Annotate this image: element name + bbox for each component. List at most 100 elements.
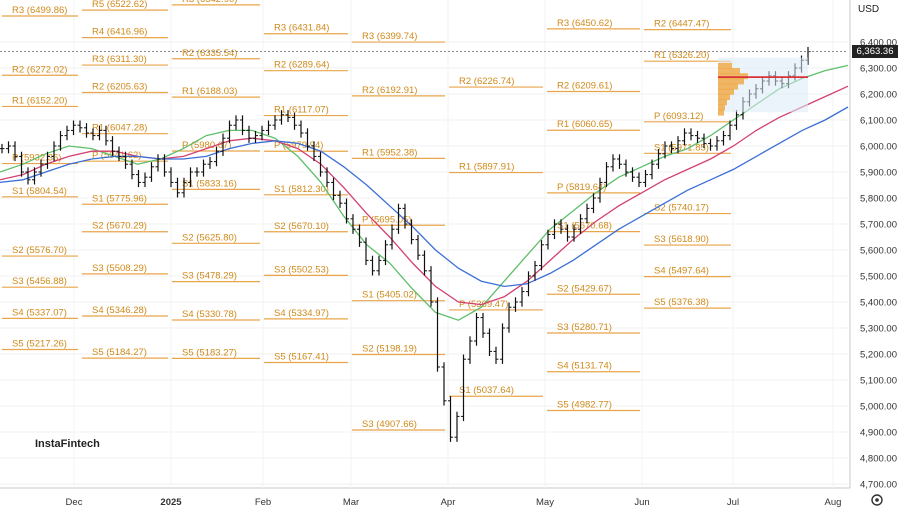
pivot-label: S1 (5037.64) [459,385,514,396]
pivot-label: S5 (4982.77) [557,399,612,410]
pivot-label: R1 (5897.91) [459,162,514,173]
volume-profile-bar [718,88,734,95]
x-tick-label: Feb [255,497,271,508]
pivot-label: S2 (5576.70) [12,245,67,256]
time-axis[interactable]: Dec 2025 Feb Mar Apr May Jun Jul Aug [66,497,842,508]
brand-watermark: InstaFintech [35,438,100,450]
pivot-label: S3 (5456.88) [12,276,67,287]
pivot-label: R3 (6431.84) [274,23,329,34]
moving-average-line [0,106,849,288]
x-tick-label: Jun [634,497,649,508]
y-tick-label: 5,800.00 [860,194,897,205]
y-tick-label: 6,300.00 [860,64,897,75]
y-tick-label: 5,700.00 [860,220,897,231]
pivot-label: S3 (5502.53) [274,264,329,275]
pivot-label: S2 (5198.19) [362,343,417,354]
y-tick-label: 5,300.00 [860,324,897,335]
volume-profile-bar [718,62,732,69]
pivot-label: R1 (5952.38) [362,147,417,158]
pivot-label: S2 (5429.67) [557,283,612,294]
volume-profile-bar [718,94,730,100]
pivot-label: S5 (5376.38) [654,297,709,308]
pivot-label: P (5941.62) [92,150,141,161]
pivot-label: R2 (6205.63) [92,82,147,93]
y-tick-label: 5,000.00 [860,402,897,413]
pivot-label: S5 (5217.26) [12,339,67,350]
currency-label[interactable]: USD [858,4,880,15]
x-tick-label: 2025 [160,497,182,508]
pivot-label: R2 (6289.64) [274,60,329,71]
pivot-label: S2 (5740.17) [654,203,709,214]
pivot-label: S4 (5330.78) [182,309,237,320]
current-price-badge: 6,363.36 [852,45,898,58]
pivot-label: R2 (6209.61) [557,81,612,92]
pivot-label: R1 (6326.20) [654,50,709,61]
pivot-label: R3 (6399.74) [362,31,417,42]
pivot-label: R1 (6060.65) [557,119,612,130]
y-tick-label: 6,100.00 [860,116,897,127]
pivot-label: R3 (6311.30) [92,54,147,65]
y-tick-label: 4,900.00 [860,428,897,439]
pivot-label: S3 (4907.66) [362,419,417,430]
pivot-label: P (5979.94) [274,140,323,151]
pivot-levels: R3 (6499.86) R2 (6272.02) R1 (6152.20) P (5… [2,0,731,431]
pivot-label: S1 (5804.54) [12,186,67,197]
pivot-label: S3 (5618.90) [654,234,709,245]
volume-profile-bar [718,68,740,74]
y-tick-label: 5,100.00 [860,376,897,387]
pivot-label: S1 (5670.68) [557,221,612,232]
pivot-label: R1 (6188.03) [182,86,237,97]
pivot-label: S5 (5167.41) [274,351,329,362]
pivot-label: R1 (6047.28) [92,123,147,134]
pivot-label: S5 (5183.27) [182,347,237,358]
pivot-label: R3 (6542.90) [182,0,237,5]
pivot-label: R2 (6226.74) [459,76,514,87]
volume-profile-bar [718,104,725,111]
pivot-label: R2 (6335.54) [182,48,237,59]
x-tick-label: Aug [825,497,842,508]
pivot-label: R2 (6447.47) [654,19,709,30]
pivot-label: S2 (5670.10) [274,221,329,232]
x-tick-label: Jul [727,497,739,508]
pivot-label: R4 (6416.96) [92,27,147,38]
volume-profile-bar [718,83,738,90]
y-tick-label: 6,200.00 [860,90,897,101]
pivot-label: S4 (5497.64) [654,266,709,277]
y-tick-label: 5,500.00 [860,272,897,283]
pivot-label: R2 (6192.91) [362,85,417,96]
pivot-label: S4 (5334.97) [274,308,329,319]
settings-icon[interactable] [870,493,884,507]
grid-lines [0,0,851,489]
pivot-label: S3 (5508.29) [92,263,147,274]
pivot-label: S1 (5971.85) [654,142,709,153]
pivot-label: P (5695.05) [362,214,411,225]
x-tick-label: Apr [441,497,456,508]
pivot-label: S2 (5670.29) [92,221,147,232]
pivot-label: R2 (6272.02) [12,64,67,75]
volume-profile-bar [718,78,744,85]
y-tick-label: 4,700.00 [860,480,897,491]
pivot-label: S3 (5280.71) [557,322,612,333]
pivot-label: R3 (6450.62) [557,18,612,29]
pivot-label: S1 (5833.16) [182,178,237,189]
volume-profile [718,57,808,116]
y-tick-label: 4,800.00 [860,454,897,465]
volume-profile-bar [718,109,724,116]
pivot-label: R1 (6152.20) [12,95,67,106]
pivot-label: S4 (5337.07) [12,307,67,318]
pivot-label: R3 (6499.86) [12,5,67,16]
pivot-label: S5 (5184.27) [92,347,147,358]
pivot-label: S3 (5478.29) [182,271,237,282]
pivot-label: R1 (6117.07) [274,105,329,116]
y-tick-label: 5,900.00 [860,168,897,179]
moving-average-line [0,64,849,321]
pivot-label: P (5980.67) [182,140,231,151]
y-tick-label: 6,400.00 [860,38,897,49]
x-tick-label: May [536,497,554,508]
pivot-label: S4 (5346.28) [92,305,147,316]
price-axis[interactable]: 6,400.00 6,300.00 6,200.00 6,100.00 6,000.00… [860,38,897,491]
volume-profile-bar [718,99,727,106]
pivot-label: S1 (5812.30) [274,184,329,195]
pivot-label: R5 (6522.62) [92,0,147,10]
